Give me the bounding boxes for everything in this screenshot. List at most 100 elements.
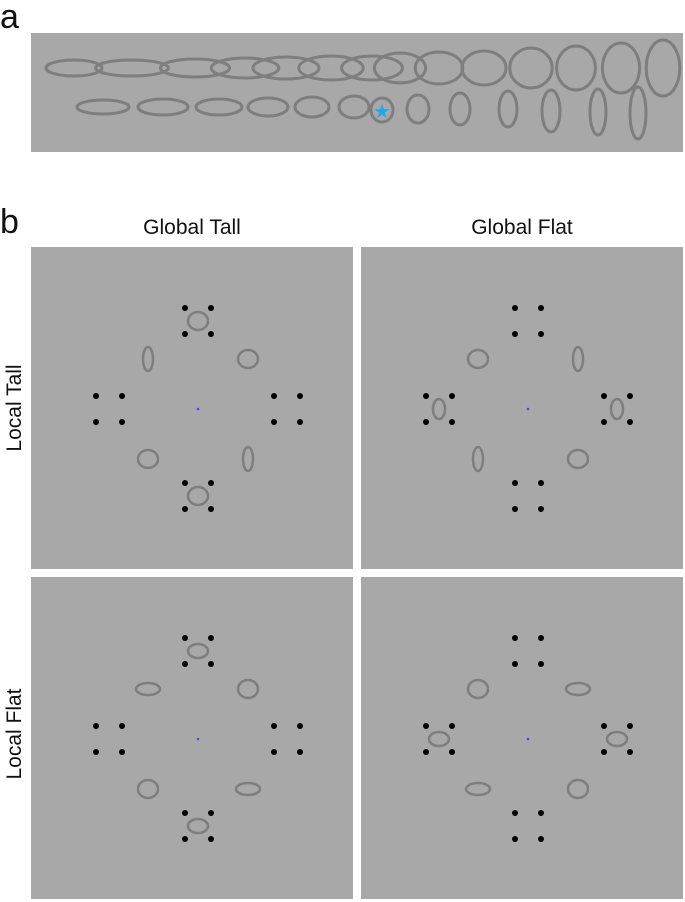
- marker-dot: [119, 393, 125, 399]
- morph-ellipse: [448, 91, 472, 127]
- marker-dot: [538, 305, 544, 311]
- marker-dot: [601, 419, 607, 425]
- marker-dot: [182, 331, 188, 337]
- morph-ellipse: [94, 58, 170, 78]
- stimulus-ellipse: [564, 681, 592, 697]
- marker-dot: [627, 393, 633, 399]
- morph-ellipse: [246, 96, 290, 118]
- marker-dot: [182, 810, 188, 816]
- morph-ellipse: [497, 89, 519, 129]
- panel-background: [31, 247, 353, 569]
- marker-dot: [538, 506, 544, 512]
- marker-dot: [182, 480, 188, 486]
- marker-dot: [119, 723, 125, 729]
- fixation-dot: [526, 737, 530, 741]
- marker-dot: [208, 810, 214, 816]
- fixation-dot: [196, 407, 200, 411]
- marker-dot: [271, 419, 277, 425]
- marker-dot: [93, 419, 99, 425]
- morph-ellipse: [460, 49, 508, 87]
- marker-dot: [512, 331, 518, 337]
- marker-dot: [423, 723, 429, 729]
- marker-dot: [627, 723, 633, 729]
- ellipse-morph-strip: ★: [31, 33, 683, 152]
- marker-dot: [208, 635, 214, 641]
- marker-dot: [119, 749, 125, 755]
- stimulus-ellipse: [186, 485, 210, 507]
- stimulus-ellipse: [136, 448, 160, 470]
- marker-dot: [627, 749, 633, 755]
- stimulus-ellipse: [141, 345, 155, 373]
- stimulus-ellipse: [136, 778, 160, 800]
- marker-dot: [271, 723, 277, 729]
- stimulus-ellipse: [609, 397, 625, 421]
- stimulus-ellipse: [605, 730, 629, 748]
- stimulus-ellipse: [471, 445, 485, 473]
- stimulus-ellipse: [466, 348, 490, 370]
- fixation-dot: [196, 737, 200, 741]
- morph-ellipse: [297, 54, 365, 82]
- panel-label-b: b: [0, 203, 19, 241]
- morph-ellipse: [194, 97, 244, 117]
- marker-dot: [208, 836, 214, 842]
- marker-dot: [538, 836, 544, 842]
- morph-ellipse: [600, 41, 642, 95]
- marker-dot: [271, 393, 277, 399]
- stimulus-ellipse: [566, 778, 590, 800]
- morph-ellipse: [340, 54, 404, 82]
- marker-dot: [449, 749, 455, 755]
- marker-dot: [93, 393, 99, 399]
- panel-background: [31, 577, 353, 899]
- marker-dot: [538, 661, 544, 667]
- morph-ellipse: [588, 87, 608, 137]
- stimulus-panel: [361, 247, 683, 569]
- morph-ellipse: [44, 58, 104, 78]
- panel-background: [361, 577, 683, 899]
- morph-ellipse: [337, 94, 371, 120]
- panel-background: [361, 247, 683, 569]
- marker-dot: [512, 836, 518, 842]
- marker-dot: [512, 635, 518, 641]
- strip-background: [31, 33, 683, 152]
- marker-dot: [423, 393, 429, 399]
- stimulus-ellipse: [566, 448, 590, 470]
- stimulus-ellipse: [234, 781, 262, 797]
- row-label-local-tall: Local Tall: [3, 364, 26, 452]
- marker-dot: [601, 723, 607, 729]
- marker-dot: [297, 723, 303, 729]
- marker-dot: [182, 506, 188, 512]
- marker-dot: [512, 661, 518, 667]
- marker-dot: [512, 506, 518, 512]
- marker-dot: [182, 635, 188, 641]
- morph-ellipse: [136, 97, 190, 117]
- stimulus-ellipse: [186, 642, 210, 660]
- stimulus-ellipse: [186, 817, 210, 835]
- marker-dot: [449, 393, 455, 399]
- marker-dot: [93, 723, 99, 729]
- marker-dot: [538, 810, 544, 816]
- stimulus-panel: [31, 577, 353, 899]
- stimulus-ellipse: [431, 397, 447, 421]
- morph-ellipse: [405, 93, 431, 125]
- marker-dot: [538, 331, 544, 337]
- marker-dot: [182, 661, 188, 667]
- morph-ellipse: [209, 56, 281, 80]
- stimulus-ellipse: [427, 730, 451, 748]
- morph-ellipse: [75, 98, 131, 116]
- panel-label-a: a: [0, 0, 19, 36]
- stimulus-ellipse: [464, 781, 492, 797]
- stimulus-ellipse: [236, 678, 260, 700]
- marker-dot: [182, 836, 188, 842]
- stimulus-panel: [361, 577, 683, 899]
- marker-dot: [119, 419, 125, 425]
- marker-dot: [627, 419, 633, 425]
- marker-dot: [538, 635, 544, 641]
- marker-dot: [449, 419, 455, 425]
- stimulus-ellipse: [466, 678, 490, 700]
- marker-dot: [208, 661, 214, 667]
- marker-dot: [182, 305, 188, 311]
- column-label-global-tall: Global Tall: [143, 216, 241, 239]
- marker-dot: [601, 393, 607, 399]
- fixation-dot: [526, 407, 530, 411]
- morph-ellipse: [372, 51, 428, 85]
